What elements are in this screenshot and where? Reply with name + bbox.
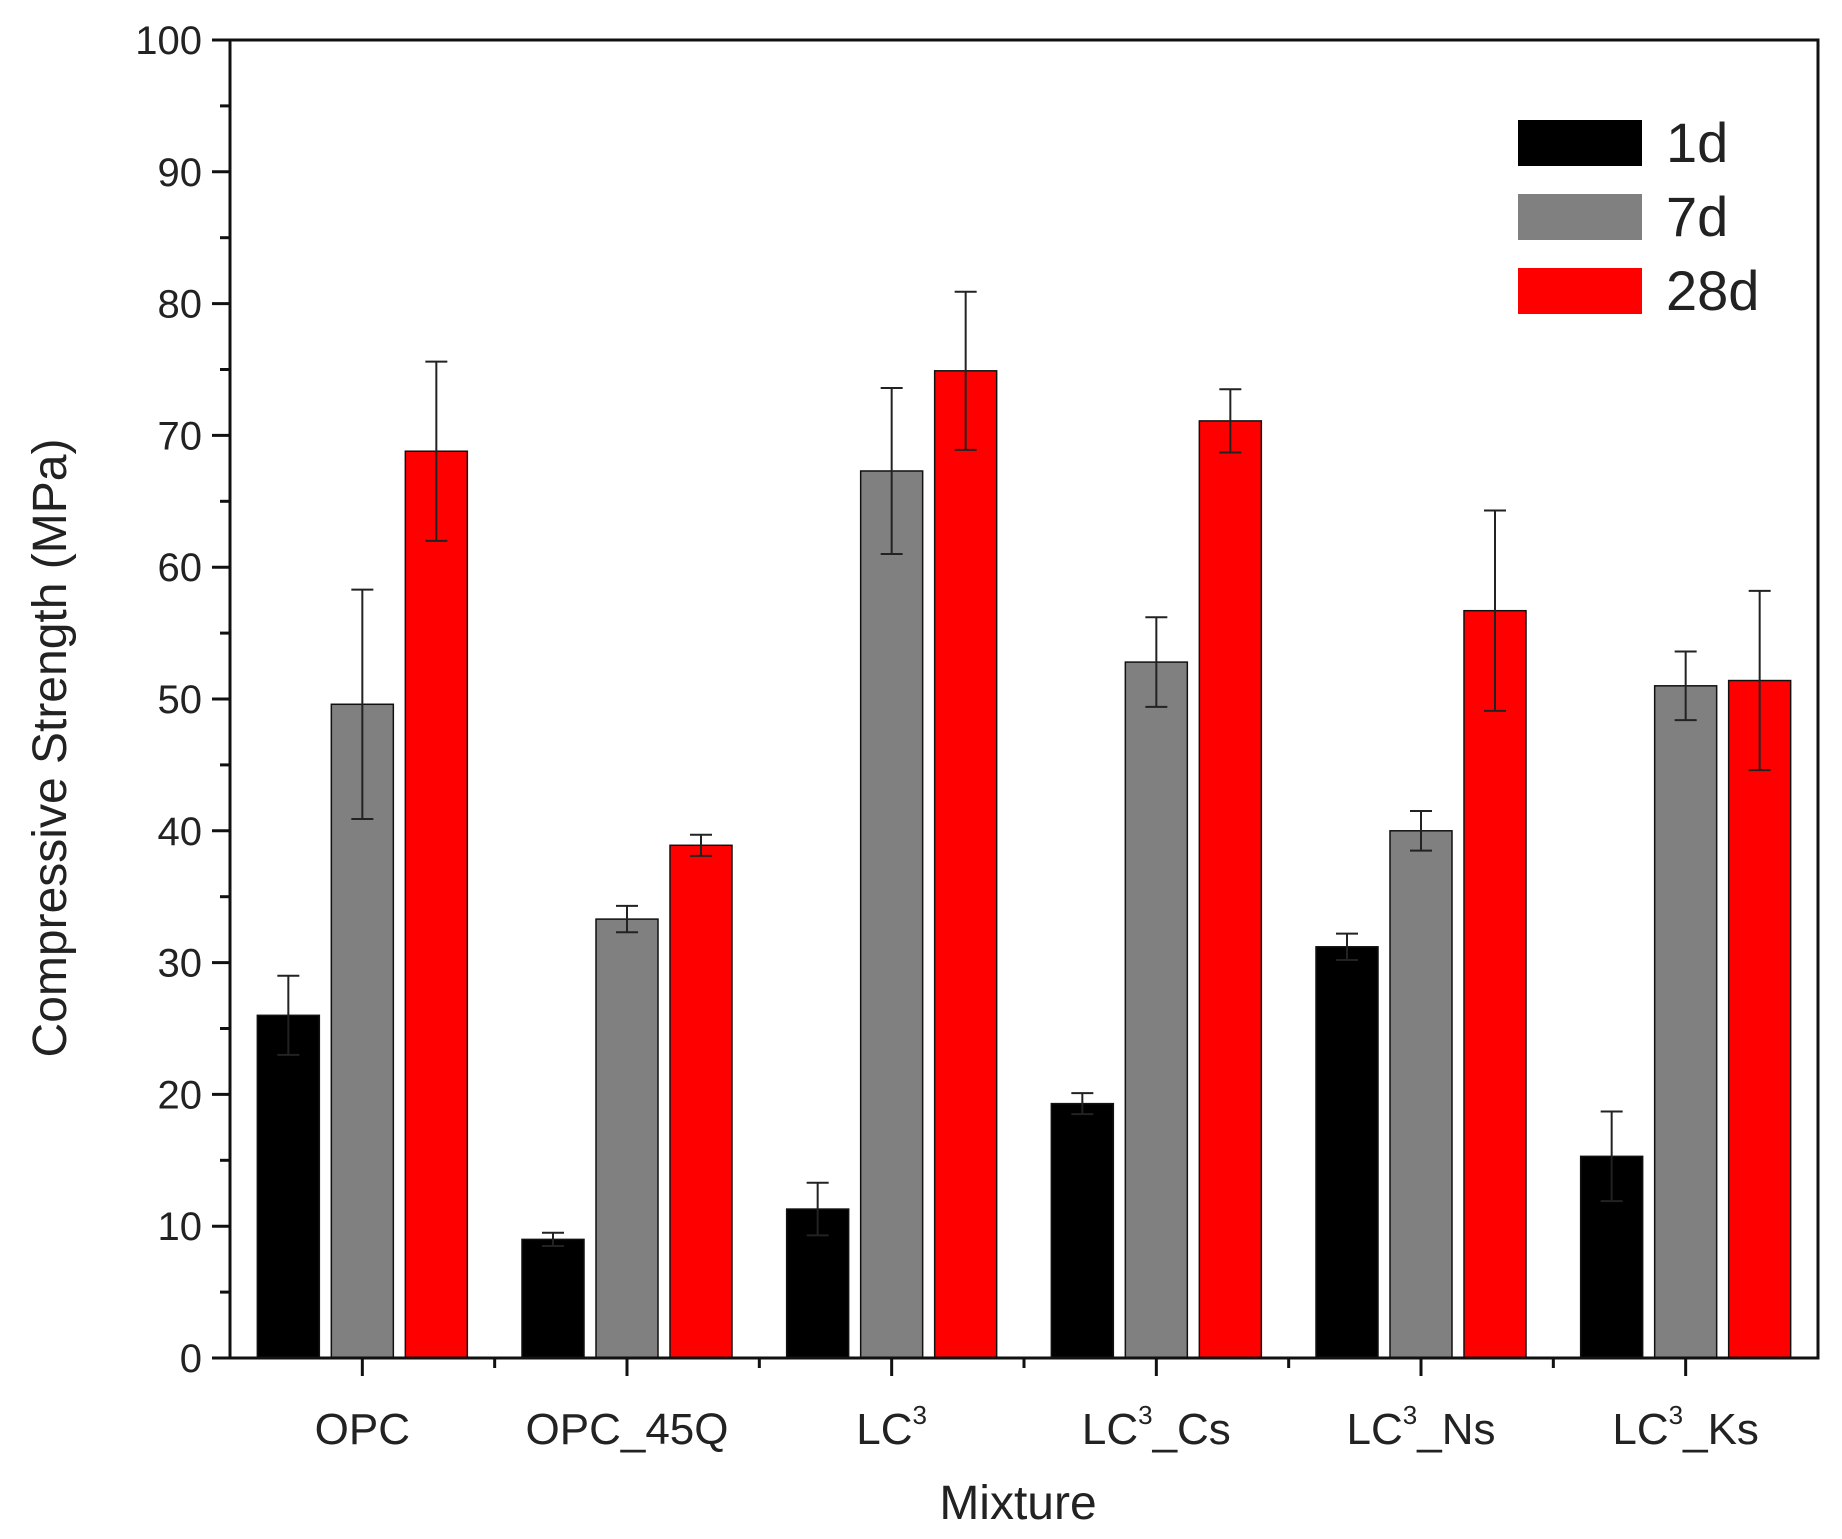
bar-7d (1389, 830, 1453, 1359)
legend-label-28d: 28d (1666, 259, 1759, 322)
y-tick-label: 70 (158, 414, 203, 458)
x-tick-label-base: LC (1612, 1405, 1668, 1454)
x-tick-label-base: OPC (315, 1405, 410, 1454)
bar-7d (859, 470, 924, 1359)
y-tick-label: 60 (158, 546, 203, 590)
legend-swatch-7d (1518, 194, 1642, 240)
bar-1d (521, 1238, 585, 1359)
legend-swatch-28d (1518, 268, 1642, 314)
bars-group (256, 370, 1792, 1359)
y-tick-label: 40 (158, 810, 203, 854)
x-tick-label-suffix: _Cs (1152, 1405, 1231, 1454)
x-tick-label-suffix: _Ns (1416, 1405, 1495, 1454)
bar-1d (256, 1014, 321, 1359)
error-bars-group (277, 290, 1771, 1247)
legend-label-1d: 1d (1666, 111, 1728, 174)
bar-28d (1463, 609, 1527, 1359)
bar-7d (1653, 685, 1718, 1359)
bar-1d (1315, 946, 1379, 1359)
bar-1d (1050, 1102, 1115, 1359)
x-tick-label-superscript: 3 (1403, 1400, 1417, 1430)
y-tick-label: 20 (158, 1073, 203, 1117)
x-tick-label: OPC (315, 1405, 410, 1454)
x-tick-label: LC3_Cs (1082, 1400, 1231, 1454)
bar-7d (1124, 661, 1189, 1359)
bar-28d (1198, 420, 1263, 1359)
x-tick-label-suffix: _Ks (1682, 1405, 1759, 1454)
x-tick-label-base: LC (856, 1405, 912, 1454)
y-tick-label: 10 (158, 1205, 203, 1249)
x-tick-label-base: LC (1082, 1405, 1138, 1454)
legend-label-7d: 7d (1666, 185, 1728, 248)
x-tick-label-superscript: 3 (913, 1400, 927, 1430)
x-tick-label: LC3 (856, 1400, 927, 1454)
x-tick-label-superscript: 3 (1669, 1400, 1683, 1430)
y-tick-label: 80 (158, 283, 203, 327)
x-tick-label-base: LC (1347, 1405, 1403, 1454)
x-tick-label: LC3_Ns (1347, 1400, 1496, 1454)
y-tick-label: 0 (180, 1337, 202, 1381)
x-axis-title: Mixture (939, 1477, 1096, 1530)
x-tick-label-base: OPC_45Q (526, 1405, 729, 1454)
bar-28d (404, 450, 469, 1359)
y-tick-label: 50 (158, 678, 203, 722)
y-tick-label: 90 (158, 151, 203, 195)
x-tick-label: OPC_45Q (526, 1405, 729, 1454)
bar-28d (669, 844, 733, 1359)
x-tick-label: LC3_Ks (1612, 1400, 1759, 1454)
y-tick-label: 100 (135, 19, 202, 63)
y-tick-label: 30 (158, 942, 203, 986)
bar-7d (595, 918, 659, 1359)
legend-swatch-1d (1518, 120, 1642, 166)
x-tick-label-superscript: 3 (1138, 1400, 1152, 1430)
legend: 1d 7d 28d (1518, 111, 1759, 322)
bar-28d (1727, 679, 1792, 1359)
bar-28d (933, 370, 998, 1359)
y-axis-title: Compressive Strength (MPa) (24, 439, 77, 1058)
